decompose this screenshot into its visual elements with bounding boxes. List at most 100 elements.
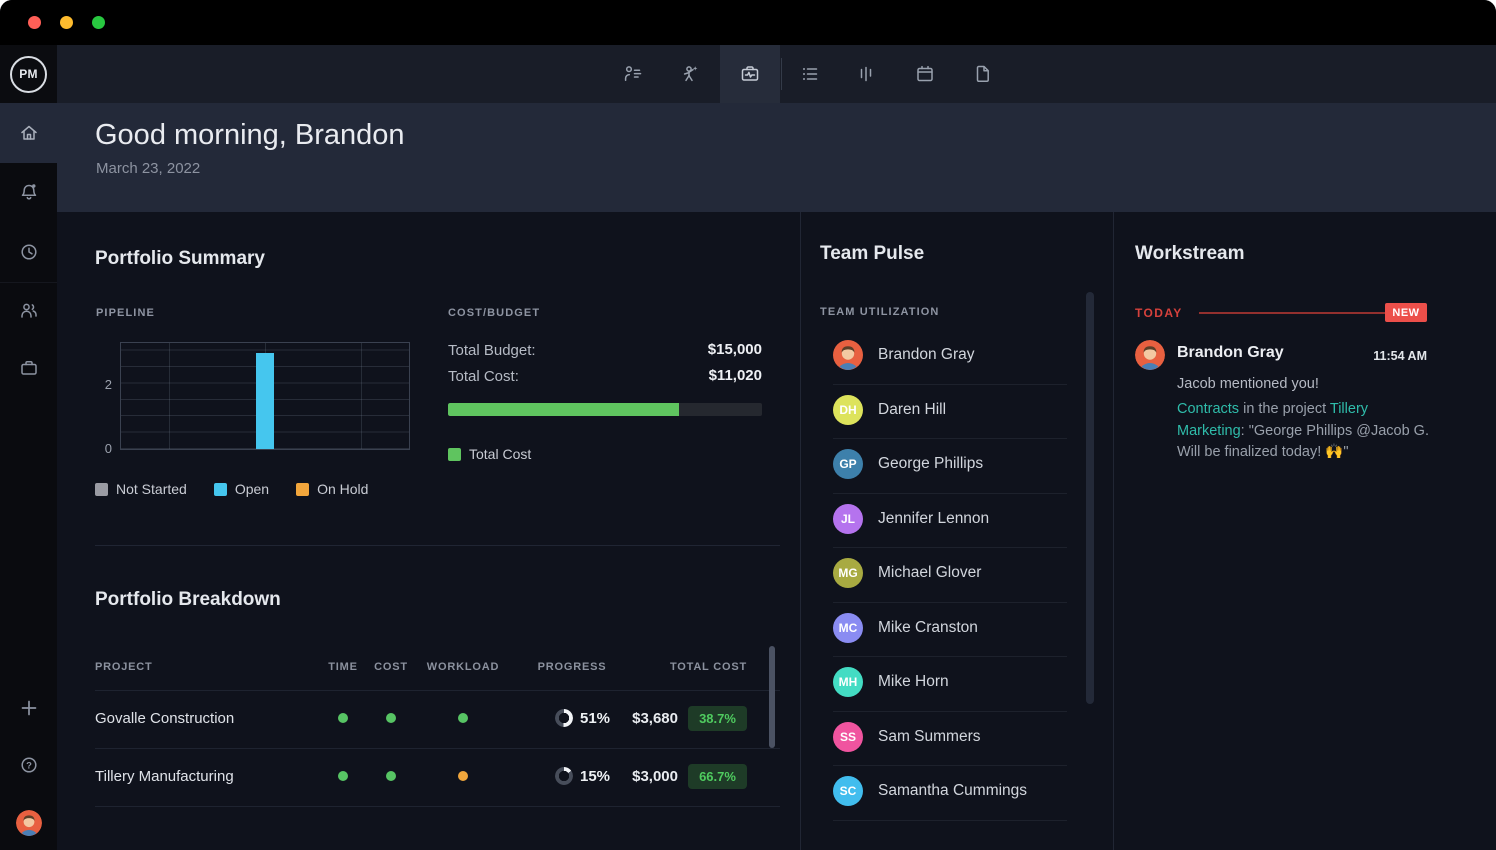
workstream-avatar — [1135, 340, 1165, 370]
member-name: Mike Cranston — [878, 619, 978, 636]
team-pulse-title: Team Pulse — [820, 243, 925, 264]
member-initials-avatar: SS — [833, 722, 863, 752]
close-button[interactable] — [28, 16, 41, 29]
home-icon[interactable] — [0, 111, 57, 155]
col-project: PROJECT — [95, 661, 153, 673]
team-member-row[interactable]: MC Mike Cranston — [820, 602, 1080, 656]
member-divider — [833, 765, 1067, 766]
list-view-icon[interactable] — [787, 45, 833, 103]
timeline-line — [1199, 312, 1385, 314]
sidebar — [0, 103, 57, 850]
app-logo[interactable]: PM — [0, 45, 57, 103]
workload-icon[interactable] — [667, 45, 713, 103]
member-initials-avatar: GP — [833, 449, 863, 479]
table-divider — [95, 806, 780, 807]
member-divider — [833, 820, 1067, 821]
table-scrollbar[interactable] — [769, 646, 775, 748]
legend-swatch — [95, 482, 108, 496]
member-divider — [833, 493, 1067, 494]
toolbar-separator — [781, 58, 782, 90]
portfolio-icon[interactable] — [727, 45, 773, 103]
workload-status-dot — [458, 713, 468, 723]
notifications-bell-icon[interactable] — [0, 170, 57, 214]
team-utilization-label: TEAM UTILIZATION — [820, 306, 940, 318]
team-member-row[interactable]: Brandon Gray — [820, 329, 1080, 383]
col-cost: COST — [374, 661, 408, 673]
team-member-row[interactable]: MG Michael Glover — [820, 547, 1080, 601]
total-cost-value: $11,020 — [708, 367, 762, 384]
document-icon[interactable] — [960, 45, 1006, 103]
member-name: Mike Horn — [878, 673, 949, 690]
pipeline-ytick-2: 2 — [104, 377, 112, 392]
cost-status-dot — [386, 713, 396, 723]
chart-gridline — [168, 343, 170, 449]
section-divider — [95, 545, 780, 546]
team-icon[interactable] — [610, 45, 656, 103]
team-people-icon[interactable] — [0, 289, 57, 333]
team-member-row[interactable]: SC Samantha Cummings — [820, 765, 1080, 819]
pipeline-bar — [256, 353, 274, 449]
progress-donut — [555, 709, 573, 727]
member-divider — [833, 547, 1067, 548]
member-name: Sam Summers — [878, 728, 981, 745]
col-progress: PROGRESS — [537, 661, 607, 673]
member-initials-avatar: MG — [833, 558, 863, 588]
project-link[interactable]: Tillery Marketing — [1177, 401, 1369, 439]
team-member-row[interactable]: JL Jennifer Lennon — [820, 493, 1080, 547]
notification-message: Contracts in the project Tillery Marketi… — [1177, 401, 1429, 460]
notification-author: Brandon Gray — [1177, 344, 1284, 361]
member-initials-avatar: MH — [833, 667, 863, 697]
titlebar — [0, 0, 1496, 45]
member-initials-avatar: MC — [833, 613, 863, 643]
sidebar-active-tile — [0, 103, 57, 163]
sidebar-divider — [0, 282, 57, 283]
member-photo-avatar — [833, 340, 863, 370]
new-badge: NEW — [1385, 303, 1427, 322]
pipeline-chart — [120, 342, 410, 450]
col-total-cost: TOTAL COST — [669, 661, 747, 673]
notification-headline: Jacob mentioned you! — [1177, 376, 1319, 392]
team-member-row[interactable]: GP George Phillips — [820, 438, 1080, 492]
member-name: Michael Glover — [878, 564, 982, 581]
table-row[interactable]: Tillery Manufacturing 15% $3,000 66.7% — [95, 750, 780, 806]
team-member-row[interactable]: DH Daren Hill — [820, 384, 1080, 438]
calendar-icon[interactable] — [902, 45, 948, 103]
legend-item-open: Open — [213, 481, 269, 497]
member-name: Samantha Cummings — [878, 782, 1028, 799]
progress-donut — [555, 767, 573, 785]
team-member-row[interactable]: SS Sam Summers — [820, 711, 1080, 765]
member-initials-avatar: SC — [833, 776, 863, 806]
progress-value: 51% — [580, 710, 611, 727]
contracts-link[interactable]: Contracts — [1177, 401, 1240, 417]
team-member-row[interactable]: MH Mike Horn — [820, 656, 1080, 710]
member-divider — [833, 711, 1067, 712]
recent-clock-icon[interactable] — [0, 230, 57, 274]
board-view-icon[interactable] — [843, 45, 889, 103]
table-row[interactable]: Govalle Construction 51% $3,680 38.7% — [95, 692, 780, 748]
panel-divider — [800, 212, 801, 850]
row-total-cost: $3,680 — [632, 710, 678, 727]
zoom-button[interactable] — [92, 16, 105, 29]
budget-progress-track — [448, 403, 762, 416]
col-time: TIME — [328, 661, 358, 673]
pipeline-legend: Not Started Open On Hold — [95, 481, 368, 497]
time-status-dot — [338, 713, 348, 723]
time-status-dot — [338, 771, 348, 781]
svg-text:?: ? — [26, 760, 32, 771]
help-icon[interactable]: ? — [0, 743, 57, 787]
member-initials-avatar: JL — [833, 504, 863, 534]
total-budget-value: $15,000 — [707, 341, 762, 358]
projects-briefcase-icon[interactable] — [0, 346, 57, 390]
team-scrollbar[interactable] — [1086, 292, 1094, 704]
cost-status-dot — [386, 771, 396, 781]
workstream-title: Workstream — [1135, 243, 1245, 264]
add-plus-icon[interactable] — [0, 686, 57, 730]
page-header — [57, 103, 1496, 212]
page-title: Good morning, Brandon — [95, 119, 405, 151]
user-avatar[interactable] — [16, 810, 42, 836]
budget-legend: Total Cost — [448, 446, 531, 462]
member-name: Daren Hill — [878, 401, 947, 418]
pm-logo-icon: PM — [10, 55, 47, 93]
minimize-button[interactable] — [60, 16, 73, 29]
